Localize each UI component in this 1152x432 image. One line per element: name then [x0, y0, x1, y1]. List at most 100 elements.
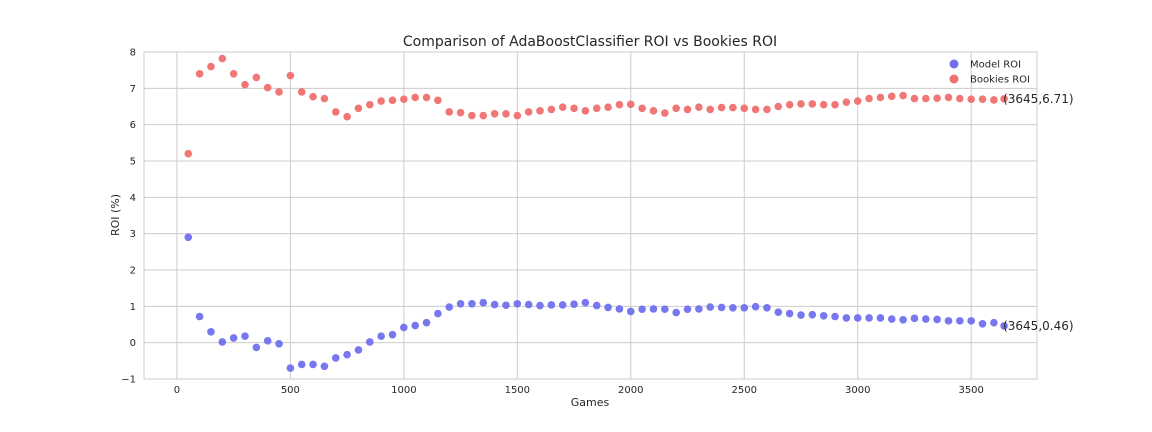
- data-point: [558, 301, 567, 309]
- data-point: [740, 104, 749, 113]
- y-tick-label: 5: [130, 157, 136, 168]
- legend-marker-model-roi: [949, 59, 959, 69]
- data-point: [865, 314, 873, 322]
- data-point: [831, 100, 839, 109]
- data-point: [320, 94, 329, 103]
- data-point: [808, 100, 817, 108]
- x-tick-label: 2000: [618, 385, 643, 396]
- data-point: [411, 321, 419, 330]
- data-point: [865, 94, 873, 103]
- data-point: [956, 94, 964, 103]
- data-point: [967, 95, 975, 104]
- data-point: [434, 96, 442, 105]
- data-point: [536, 301, 544, 310]
- legend-marker-bookies-roi: [949, 74, 959, 84]
- data-point: [672, 308, 680, 317]
- data-point: [615, 305, 624, 313]
- data-point: [400, 95, 408, 104]
- data-point: [695, 103, 703, 112]
- data-point: [286, 364, 295, 372]
- data-point: [876, 93, 885, 102]
- data-point: [479, 111, 488, 120]
- x-tick-label: 0: [174, 385, 180, 396]
- data-point: [388, 330, 397, 339]
- data-point: [933, 94, 941, 102]
- data-point: [456, 108, 465, 117]
- data-point: [502, 109, 510, 118]
- point-annotation: (3645,6.71): [1003, 92, 1073, 106]
- series-bookies-roi: [184, 54, 1008, 158]
- data-point: [944, 317, 953, 325]
- data-point: [592, 104, 601, 113]
- data-point: [275, 339, 283, 348]
- y-tick-label: 0: [130, 338, 136, 349]
- data-point: [785, 309, 794, 318]
- data-point: [184, 233, 193, 242]
- data-point: [570, 300, 578, 308]
- data-point: [853, 314, 862, 322]
- data-point: [604, 303, 612, 312]
- data-point: [763, 303, 771, 312]
- x-tick-label: 1500: [505, 385, 530, 396]
- data-point: [331, 354, 340, 362]
- data-point: [933, 315, 941, 324]
- data-point: [638, 305, 646, 314]
- data-point: [649, 107, 658, 115]
- data-point: [547, 301, 556, 309]
- data-point: [990, 318, 998, 327]
- data-point: [479, 298, 488, 307]
- data-point: [683, 105, 692, 114]
- data-point: [229, 334, 238, 342]
- data-point: [286, 71, 295, 80]
- x-tick-labels: 0 500 1000 1500 2000 2500 3000 3500: [174, 385, 984, 396]
- data-point: [899, 315, 907, 324]
- data-point: [581, 107, 590, 115]
- data-point: [1000, 95, 1008, 103]
- data-point: [502, 301, 510, 310]
- data-point: [978, 319, 987, 328]
- data-point: [263, 337, 272, 345]
- data-point: [388, 96, 397, 105]
- y-axis-label: ROI (%): [109, 194, 122, 236]
- data-point: [1000, 322, 1008, 330]
- data-point: [343, 112, 351, 121]
- data-point: [876, 314, 885, 322]
- data-point: [910, 94, 919, 103]
- series-model-roi: [184, 233, 1008, 372]
- data-point: [252, 73, 261, 82]
- data-point: [343, 350, 351, 359]
- plot-area: [143, 51, 1038, 380]
- y-tick-label: 2: [130, 266, 136, 277]
- x-tick-label: 1000: [391, 385, 416, 396]
- data-point: [422, 318, 431, 327]
- data-point: [922, 315, 930, 323]
- data-point: [842, 314, 851, 322]
- data-point: [297, 360, 306, 369]
- data-point: [468, 111, 476, 120]
- data-point: [899, 91, 907, 100]
- data-point: [649, 305, 658, 313]
- data-point: [706, 303, 715, 311]
- legend-label-bookies-roi: Bookies ROI: [970, 75, 1030, 86]
- data-point: [717, 303, 726, 312]
- data-point: [524, 108, 533, 116]
- data-point: [434, 309, 442, 318]
- data-point: [853, 97, 862, 105]
- data-point: [468, 299, 476, 308]
- data-point: [207, 62, 215, 71]
- data-point: [706, 105, 715, 114]
- data-point: [785, 100, 794, 109]
- data-point: [297, 88, 306, 96]
- data-point: [751, 105, 760, 114]
- data-point: [547, 105, 556, 114]
- data-point: [366, 338, 374, 346]
- data-point: [774, 102, 783, 111]
- chart-title: Comparison of AdaBoostClassifier ROI vs …: [403, 34, 777, 50]
- data-point: [275, 88, 283, 96]
- data-point: [400, 323, 408, 332]
- data-point: [309, 360, 317, 369]
- data-point: [774, 308, 783, 316]
- data-point: [695, 305, 703, 313]
- data-point: [366, 100, 374, 109]
